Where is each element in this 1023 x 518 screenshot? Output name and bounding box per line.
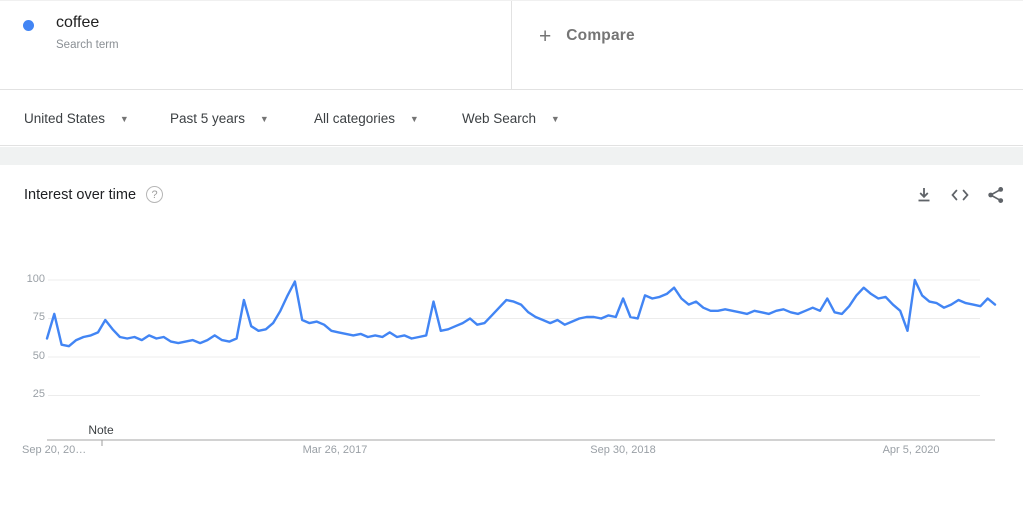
search-term-card[interactable]: coffee Search term xyxy=(0,1,511,89)
filter-category-dropdown[interactable]: All categories ▼ xyxy=(314,91,419,146)
plus-icon: + xyxy=(539,25,552,48)
query-cards-row: coffee Search term + Compare xyxy=(0,0,1023,90)
help-icon[interactable]: ? xyxy=(146,186,163,203)
chevron-down-icon: ▼ xyxy=(550,114,560,124)
y-tick-100: 100 xyxy=(26,273,45,285)
y-tick-25: 25 xyxy=(32,388,45,400)
search-term-type-label: Search term xyxy=(56,39,119,51)
share-icon[interactable] xyxy=(987,186,1005,204)
x-tick-2: Sep 30, 2018 xyxy=(590,444,656,456)
filter-timerange-dropdown[interactable]: Past 5 years ▼ xyxy=(170,91,269,146)
compare-label: Compare xyxy=(566,27,635,44)
note-annotation[interactable]: Note xyxy=(88,423,114,437)
section-divider-band xyxy=(0,147,1023,165)
interest-over-time-card: Interest over time ? 100 75 50 25 xyxy=(0,165,1023,518)
chart-title: Interest over time xyxy=(24,187,137,203)
x-tick-0: Sep 20, 20… xyxy=(22,444,87,456)
series-color-dot-icon xyxy=(23,20,34,31)
y-tick-50: 50 xyxy=(32,350,45,362)
filter-bar: United States ▼ Past 5 years ▼ All categ… xyxy=(0,91,1023,146)
y-tick-75: 75 xyxy=(32,311,45,323)
chevron-down-icon: ▼ xyxy=(259,114,269,124)
filter-searchtype-value: Web Search xyxy=(462,111,537,126)
chevron-down-icon: ▼ xyxy=(119,114,129,124)
embed-icon[interactable] xyxy=(950,186,970,204)
filter-category-value: All categories xyxy=(314,111,396,126)
x-tick-3: Apr 5, 2020 xyxy=(882,444,940,456)
filter-region-value: United States xyxy=(24,111,106,126)
filter-region-dropdown[interactable]: United States ▼ xyxy=(24,91,129,146)
chevron-down-icon: ▼ xyxy=(409,114,419,124)
trend-series-line[interactable] xyxy=(45,278,997,348)
chart-actions xyxy=(915,186,1005,204)
x-tick-1: Mar 26, 2017 xyxy=(302,444,368,456)
filter-timerange-value: Past 5 years xyxy=(170,111,246,126)
search-term-label: coffee xyxy=(56,14,100,31)
compare-add-button[interactable]: + Compare xyxy=(511,1,1023,89)
interest-line-chart[interactable] xyxy=(0,165,1023,518)
download-icon[interactable] xyxy=(915,186,933,204)
filter-searchtype-dropdown[interactable]: Web Search ▼ xyxy=(462,91,560,146)
